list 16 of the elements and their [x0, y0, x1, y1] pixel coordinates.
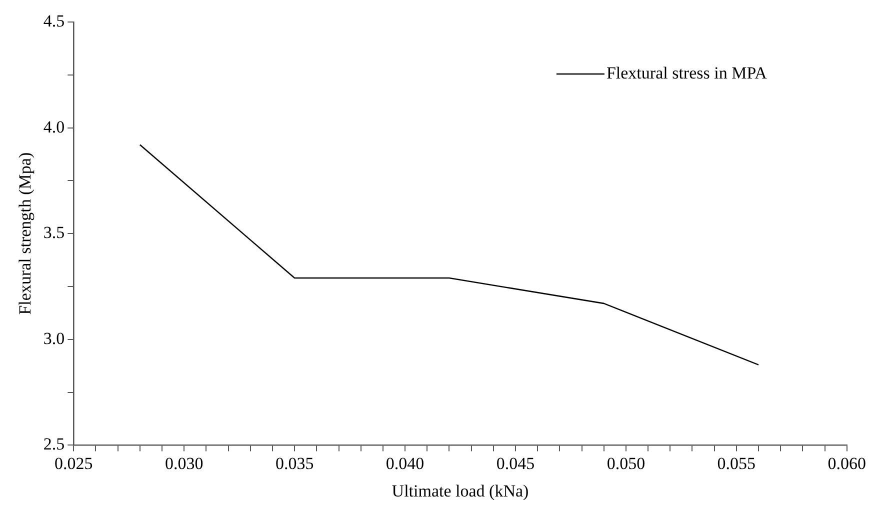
- x-tick-label: 0.025: [54, 454, 93, 473]
- legend-label: Flextural stress in MPA: [606, 63, 768, 82]
- y-tick-label: 2.5: [43, 434, 65, 454]
- x-tick-label: 0.050: [606, 454, 646, 473]
- y-tick-label: 3.5: [43, 223, 65, 242]
- y-tick-label: 4.5: [43, 11, 65, 30]
- y-tick-label: 3.0: [43, 328, 65, 348]
- x-tick-label: 0.045: [496, 454, 535, 473]
- x-tick-label: 0.030: [164, 454, 204, 473]
- x-tick-label: 0.040: [386, 454, 424, 473]
- x-tick-label: 0.035: [275, 454, 314, 473]
- x-tick-label: 0.060: [828, 454, 866, 473]
- y-axis-title: Flexural strength (Mpa): [16, 152, 35, 315]
- y-tick-label: 4.0: [43, 117, 65, 136]
- x-axis-title: Ultimate load (kNa): [392, 481, 529, 500]
- x-tick-label: 0.055: [717, 454, 756, 473]
